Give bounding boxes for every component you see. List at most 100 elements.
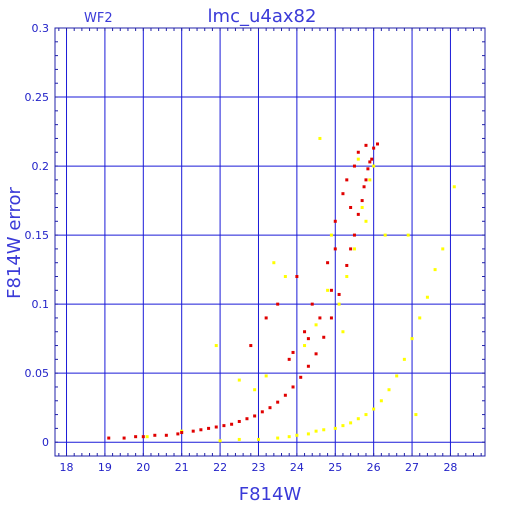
x-tick-label: 28 [443, 461, 457, 474]
data-point [318, 316, 322, 320]
data-point [299, 375, 303, 379]
data-point [341, 330, 345, 334]
data-point [345, 178, 349, 182]
data-point [207, 426, 211, 430]
data-point [356, 417, 360, 421]
data-point [303, 330, 307, 334]
data-point [287, 435, 291, 439]
data-point [218, 439, 222, 443]
data-point [356, 212, 360, 216]
data-point [349, 205, 353, 209]
data-point [306, 337, 310, 341]
data-point [425, 295, 429, 299]
data-point [410, 337, 414, 341]
data-point [368, 160, 372, 164]
data-point [395, 374, 399, 378]
x-tick-label: 24 [290, 461, 304, 474]
data-point [433, 268, 437, 272]
data-point [326, 261, 330, 265]
data-point [370, 157, 374, 161]
y-tick-label: 0 [42, 436, 49, 449]
chart-title: lmc_u4ax82 [208, 6, 317, 27]
data-point [379, 399, 383, 403]
data-point [372, 164, 376, 168]
data-point [362, 185, 366, 189]
data-point [199, 428, 203, 432]
data-point [402, 357, 406, 361]
y-tick-label: 0.15 [25, 229, 50, 242]
data-point [364, 178, 368, 182]
data-point [352, 247, 356, 251]
x-tick-label: 22 [213, 461, 227, 474]
data-point [295, 433, 299, 437]
data-point [283, 393, 287, 397]
y-tick-label: 0.2 [32, 160, 50, 173]
data-point [376, 142, 379, 146]
data-point [295, 275, 299, 279]
data-point [349, 247, 353, 251]
data-point [180, 431, 184, 435]
data-point [329, 288, 333, 292]
data-point [264, 374, 268, 378]
data-point [322, 428, 326, 432]
data-point [253, 414, 257, 418]
data-point [333, 247, 337, 251]
data-point [176, 432, 180, 436]
data-point [441, 247, 445, 251]
data-point [356, 150, 360, 154]
data-point [372, 407, 376, 411]
data-point [122, 436, 126, 440]
data-point [164, 433, 168, 437]
data-point [318, 136, 322, 140]
chart-subtitle: WF2 [84, 11, 113, 26]
x-tick-label: 25 [328, 461, 342, 474]
data-point [276, 436, 280, 440]
data-point [345, 275, 349, 279]
data-point [268, 406, 272, 410]
x-tick-label: 27 [405, 461, 419, 474]
data-point [303, 344, 307, 348]
x-tick-label: 20 [136, 461, 150, 474]
data-point [337, 292, 341, 296]
data-point [333, 219, 337, 223]
data-point [368, 178, 372, 182]
data-point [260, 410, 264, 414]
data-point [345, 263, 349, 267]
data-point [245, 417, 249, 421]
data-point [341, 192, 345, 196]
y-tick-label: 0.05 [25, 367, 50, 380]
data-point [276, 400, 280, 404]
data-point [356, 157, 360, 161]
data-points [107, 136, 456, 443]
data-point [314, 323, 318, 327]
data-point [333, 426, 337, 430]
data-point [352, 233, 356, 237]
x-tick-label: 23 [251, 461, 265, 474]
data-point [249, 344, 253, 348]
data-point [329, 316, 333, 320]
data-point [310, 302, 314, 306]
data-point [352, 164, 356, 168]
data-point [237, 378, 241, 382]
x-tick-label: 26 [367, 461, 381, 474]
x-tick-label: 18 [60, 461, 74, 474]
data-point [291, 385, 295, 389]
x-tick-label: 19 [98, 461, 112, 474]
data-point [145, 435, 149, 439]
data-point [360, 205, 364, 209]
x-tick-label: 21 [175, 461, 189, 474]
data-point [337, 302, 341, 306]
data-point [372, 146, 376, 150]
y-axis-label: F814W error [4, 187, 25, 299]
data-point [237, 419, 241, 423]
data-point [406, 233, 410, 237]
data-point [314, 352, 318, 356]
data-point [306, 432, 310, 436]
data-point [291, 350, 295, 354]
data-point [230, 422, 234, 426]
data-point [214, 425, 218, 429]
data-point [256, 437, 260, 441]
y-tick-label: 0.1 [32, 298, 50, 311]
